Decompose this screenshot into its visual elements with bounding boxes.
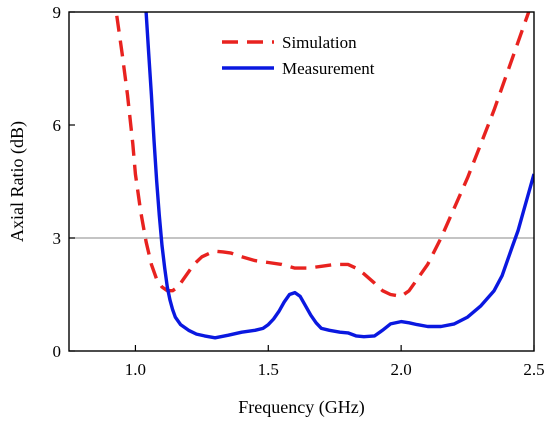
series-line-measurement xyxy=(144,12,534,340)
plot-frame xyxy=(68,11,535,352)
plot-background xyxy=(69,12,534,351)
x-tick-label: 1.0 xyxy=(125,360,146,379)
x-tick-label: 2.5 xyxy=(523,360,544,379)
y-axis-title: Axial Ratio (dB) xyxy=(7,121,28,242)
legend-label-simulation: Simulation xyxy=(282,33,357,52)
y-tick-label: 3 xyxy=(53,229,62,248)
x-axis-title: Frequency (GHz) xyxy=(238,397,364,418)
legend: Simulation Measurement xyxy=(222,33,375,78)
series-line-simulation xyxy=(115,12,531,299)
legend-label-measurement: Measurement xyxy=(282,59,375,78)
x-tick-label: 2.0 xyxy=(391,360,412,379)
y-tick-label: 6 xyxy=(53,116,62,135)
y-tick-label: 9 xyxy=(53,3,62,22)
y-tick-label: 0 xyxy=(53,342,62,361)
x-tick-label: 1.5 xyxy=(258,360,279,379)
